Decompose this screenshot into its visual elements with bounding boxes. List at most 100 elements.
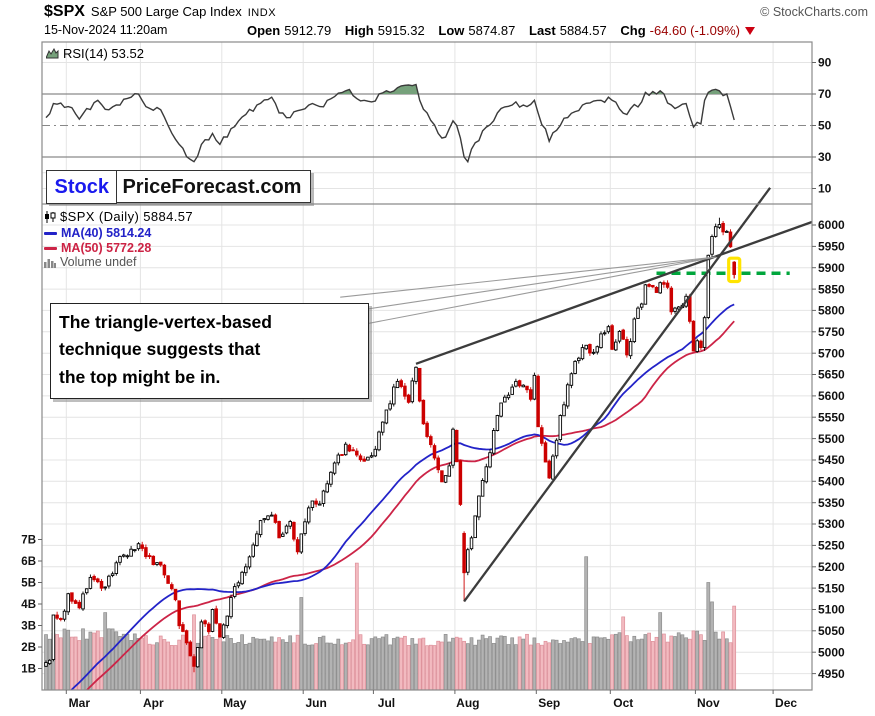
- candle: [114, 562, 119, 574]
- volume-bar: [184, 641, 189, 690]
- open-label: Open: [247, 23, 281, 38]
- candle: [177, 600, 181, 627]
- candle: [118, 556, 122, 563]
- rising-line-from-jul-high: [415, 220, 813, 365]
- volume-bar: [70, 636, 74, 690]
- volume-bar: [169, 645, 174, 690]
- month-label: Sep: [538, 696, 560, 710]
- annotation-line-3: the top might be in.: [59, 366, 221, 387]
- volume-bar: [132, 633, 137, 690]
- volume-bar: [713, 631, 718, 690]
- candle: [521, 384, 526, 388]
- candle: [355, 450, 359, 456]
- watermark-stock: Stock: [45, 169, 117, 204]
- candle: [66, 593, 70, 613]
- volume-bar: [639, 638, 644, 690]
- volume-bar: [717, 638, 722, 690]
- volume-bar: [484, 638, 489, 690]
- steep-support-from-aug-low: [463, 187, 772, 603]
- rsi-axis-label: 90: [818, 56, 832, 70]
- candle: [314, 500, 318, 505]
- candle: [221, 624, 226, 638]
- volume-bar: [95, 630, 100, 690]
- candle: [395, 380, 400, 389]
- candle: [266, 515, 270, 520]
- volume-axis-label: 7B: [21, 535, 36, 547]
- annotation-box: The triangle-vertex-based technique sugg…: [50, 303, 369, 400]
- price-axis-label: 5450: [818, 453, 845, 467]
- volume-bar: [181, 634, 185, 690]
- volume-bar: [103, 612, 108, 690]
- candle: [166, 575, 170, 584]
- volume-bar: [321, 635, 326, 690]
- candle: [321, 490, 326, 504]
- candle: [540, 427, 544, 444]
- volume-bar: [662, 633, 666, 690]
- candle: [625, 339, 629, 356]
- volume-axis-label: 2B: [21, 642, 36, 654]
- candle: [525, 385, 529, 391]
- candle: [306, 507, 311, 523]
- candle: [702, 317, 707, 348]
- candle: [232, 586, 237, 597]
- volume-bar: [151, 644, 156, 690]
- candle: [614, 341, 618, 351]
- candle: [181, 624, 185, 632]
- candle: [503, 396, 507, 403]
- volume-bar: [543, 640, 548, 690]
- volume-bar: [425, 645, 429, 690]
- volume-bar: [414, 643, 418, 690]
- volume-bar: [554, 639, 559, 690]
- candle: [380, 421, 385, 433]
- candle: [440, 470, 444, 483]
- volume-bar: [562, 640, 566, 690]
- candle: [399, 380, 403, 387]
- price-axis-label: 5750: [818, 325, 845, 339]
- candle: [551, 455, 555, 480]
- candle: [325, 483, 329, 493]
- candle: [244, 566, 248, 574]
- down-arrow-icon: [744, 27, 755, 35]
- candle: [425, 422, 429, 437]
- month-label: Oct: [613, 696, 633, 710]
- candle: [458, 460, 463, 505]
- volume-bar: [517, 636, 522, 690]
- candle: [610, 325, 614, 350]
- candle: [688, 295, 692, 322]
- rsi-line: [45, 83, 735, 164]
- candle: [406, 394, 411, 403]
- candle: [643, 284, 648, 305]
- candle: [292, 521, 296, 540]
- volume-bar: [380, 636, 385, 690]
- candle: [421, 399, 426, 425]
- volume-bar: [477, 639, 481, 690]
- volume-bar: [347, 642, 352, 690]
- volume-bar: [443, 634, 448, 690]
- volume-bar: [158, 635, 163, 690]
- candle: [432, 445, 437, 459]
- volume-bar: [229, 638, 233, 690]
- candle: [262, 518, 267, 521]
- volume-bar: [702, 640, 707, 690]
- volume-bar: [121, 633, 126, 690]
- last-value: 5884.57: [559, 23, 607, 38]
- volume-bar: [310, 644, 315, 690]
- volume-bar: [340, 644, 344, 690]
- month-label: Dec: [775, 696, 797, 710]
- candle: [269, 514, 274, 517]
- volume-bar: [584, 556, 589, 690]
- volume-bar: [236, 642, 241, 690]
- price-axis-label: 5800: [818, 304, 845, 318]
- candle: [151, 555, 156, 566]
- volume-bar: [299, 597, 304, 690]
- candle: [129, 548, 133, 557]
- volume-bar: [225, 635, 230, 690]
- candle: [510, 386, 514, 395]
- candle: [173, 588, 178, 601]
- candle: [258, 520, 263, 536]
- chg-value: -64.60 (-1.09%): [649, 23, 740, 38]
- volume-bar: [576, 638, 581, 690]
- volume-bar: [166, 641, 170, 690]
- chg-label: Chg: [620, 23, 646, 38]
